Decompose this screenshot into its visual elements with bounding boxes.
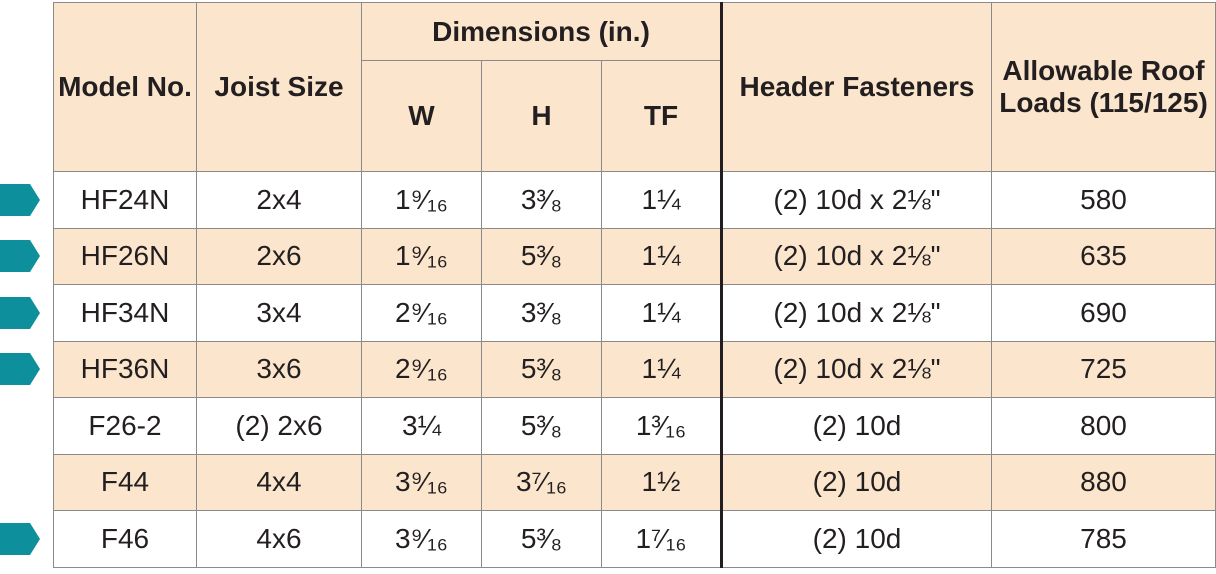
header-model-no: Model No.	[53, 2, 197, 172]
cell-fasteners: (2) 10d x 2⅛"	[721, 284, 992, 342]
header-w: W	[361, 60, 482, 172]
cell-model: F46	[53, 510, 197, 568]
table-row: HF34N 3x4 2⁹⁄₁₆ 3³⁄₈ 1¼ (2) 10d x 2⅛" 690	[53, 284, 1216, 342]
cell-fasteners: (2) 10d	[721, 453, 992, 511]
cell-joist: 3x6	[196, 340, 362, 398]
cell-tf: 1¼	[601, 171, 723, 229]
cell-w: 3¼	[361, 397, 482, 455]
cell-model: HF34N	[53, 284, 197, 342]
cell-model: F44	[53, 453, 197, 511]
row-marker-arrow-icon	[0, 240, 40, 273]
table-row: F46 4x6 3⁹⁄₁₆ 5³⁄₈ 1⁷⁄₁₆ (2) 10d 785	[53, 510, 1216, 568]
cell-joist: (2) 2x6	[196, 397, 362, 455]
cell-h: 5³⁄₈	[481, 397, 602, 455]
cell-h: 5³⁄₈	[481, 340, 602, 398]
cell-joist: 2x4	[196, 171, 362, 229]
row-marker-arrow-icon	[0, 522, 40, 555]
cell-h: 5³⁄₈	[481, 227, 602, 285]
cell-load: 785	[991, 510, 1216, 568]
cell-h: 3³⁄₈	[481, 284, 602, 342]
cell-w: 1⁹⁄₁₆	[361, 171, 482, 229]
row-marker-arrow-icon	[0, 183, 40, 216]
cell-h: 5³⁄₈	[481, 510, 602, 568]
header-header-fasteners: Header Fasteners	[721, 2, 992, 172]
table-row: F26-2 (2) 2x6 3¼ 5³⁄₈ 1³⁄₁₆ (2) 10d 800	[53, 397, 1216, 455]
header-allowable-roof-loads: Allowable Roof Loads (115/125)	[991, 2, 1216, 172]
cell-w: 2⁹⁄₁₆	[361, 340, 482, 398]
table-row: HF24N 2x4 1⁹⁄₁₆ 3³⁄₈ 1¼ (2) 10d x 2⅛" 580	[53, 171, 1216, 229]
product-table: Model No. Joist Size Dimensions (in.) He…	[53, 2, 1216, 568]
cell-h: 3⁷⁄₁₆	[481, 453, 602, 511]
header-joist-size: Joist Size	[196, 2, 362, 172]
cell-joist: 4x6	[196, 510, 362, 568]
row-marker-arrow-icon	[0, 353, 40, 386]
cell-fasteners: (2) 10d x 2⅛"	[721, 227, 992, 285]
cell-tf: 1½	[601, 453, 723, 511]
cell-joist: 3x4	[196, 284, 362, 342]
cell-fasteners: (2) 10d	[721, 397, 992, 455]
cell-model: HF24N	[53, 171, 197, 229]
cell-fasteners: (2) 10d x 2⅛"	[721, 171, 992, 229]
cell-tf: 1¼	[601, 227, 723, 285]
table-row: HF36N 3x6 2⁹⁄₁₆ 5³⁄₈ 1¼ (2) 10d x 2⅛" 725	[53, 340, 1216, 398]
cell-load: 635	[991, 227, 1216, 285]
cell-load: 800	[991, 397, 1216, 455]
product-table-wrapper: Model No. Joist Size Dimensions (in.) He…	[53, 2, 1216, 568]
cell-load: 690	[991, 284, 1216, 342]
cell-w: 3⁹⁄₁₆	[361, 453, 482, 511]
cell-load: 580	[991, 171, 1216, 229]
table-row: HF26N 2x6 1⁹⁄₁₆ 5³⁄₈ 1¼ (2) 10d x 2⅛" 635	[53, 227, 1216, 285]
cell-joist: 4x4	[196, 453, 362, 511]
cell-fasteners: (2) 10d x 2⅛"	[721, 340, 992, 398]
cell-w: 2⁹⁄₁₆	[361, 284, 482, 342]
cell-model: HF26N	[53, 227, 197, 285]
cell-w: 3⁹⁄₁₆	[361, 510, 482, 568]
cell-fasteners: (2) 10d	[721, 510, 992, 568]
cell-tf: 1³⁄₁₆	[601, 397, 723, 455]
row-marker-arrow-icon	[0, 296, 40, 329]
header-tf: TF	[601, 60, 723, 172]
cell-load: 880	[991, 453, 1216, 511]
header-h: H	[481, 60, 602, 172]
cell-model: HF36N	[53, 340, 197, 398]
cell-tf: 1⁷⁄₁₆	[601, 510, 723, 568]
table-row: F44 4x4 3⁹⁄₁₆ 3⁷⁄₁₆ 1½ (2) 10d 880	[53, 453, 1216, 511]
cell-tf: 1¼	[601, 340, 723, 398]
header-dimensions: Dimensions (in.)	[361, 2, 723, 61]
cell-tf: 1¼	[601, 284, 723, 342]
cell-joist: 2x6	[196, 227, 362, 285]
cell-load: 725	[991, 340, 1216, 398]
cell-h: 3³⁄₈	[481, 171, 602, 229]
cell-model: F26-2	[53, 397, 197, 455]
cell-w: 1⁹⁄₁₆	[361, 227, 482, 285]
